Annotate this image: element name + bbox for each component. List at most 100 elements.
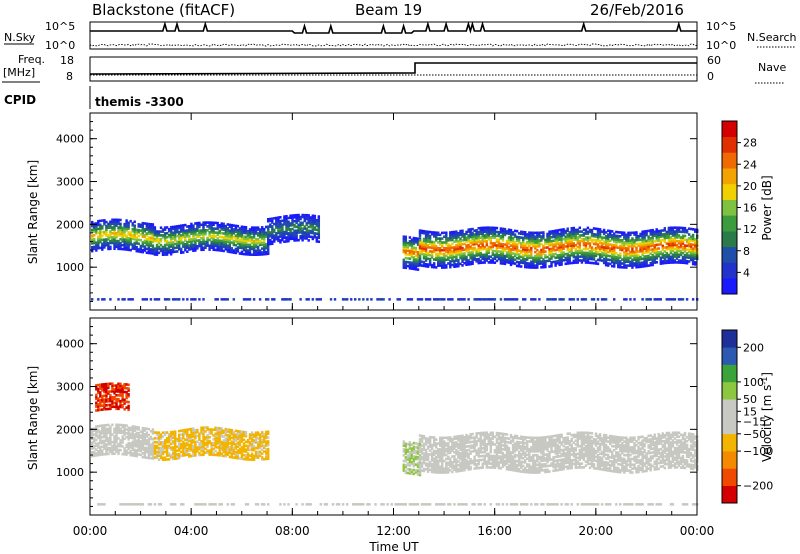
data-cell xyxy=(402,442,406,445)
data-cell xyxy=(669,230,673,233)
data-cell xyxy=(159,234,163,237)
data-cell xyxy=(265,250,268,254)
data-cell xyxy=(180,226,183,229)
data-cell xyxy=(119,228,122,231)
data-cell xyxy=(137,437,140,441)
data-cell xyxy=(258,235,262,239)
data-cell xyxy=(435,231,438,234)
data-cell xyxy=(125,236,128,240)
data-cell xyxy=(261,241,264,245)
data-cell xyxy=(133,450,136,454)
data-cell xyxy=(544,263,547,267)
data-cell xyxy=(127,383,130,387)
data-cell xyxy=(449,254,452,257)
data-cell xyxy=(283,221,286,224)
data-cell xyxy=(418,258,422,261)
data-cell xyxy=(475,236,478,240)
data-cell xyxy=(509,250,513,253)
data-cell xyxy=(163,245,167,249)
data-cell xyxy=(224,427,228,431)
data-cell xyxy=(463,238,466,242)
data-cell xyxy=(190,238,193,241)
data-cell xyxy=(578,251,582,255)
data-cell xyxy=(426,447,430,450)
data-cell xyxy=(119,394,122,397)
data-cell xyxy=(305,233,308,236)
data-cell xyxy=(91,247,94,251)
data-cell xyxy=(202,449,205,453)
data-cell xyxy=(643,230,646,233)
data-cell xyxy=(236,234,240,238)
data-cell xyxy=(137,449,140,452)
data-cell xyxy=(694,238,697,241)
data-cell xyxy=(311,222,315,225)
freq-trace xyxy=(89,62,697,75)
data-cell xyxy=(483,257,486,260)
data-cell xyxy=(645,245,648,248)
data-cell xyxy=(528,241,531,244)
data-cell xyxy=(111,405,114,409)
data-cell xyxy=(584,228,588,231)
data-cell xyxy=(570,246,573,249)
data-cell xyxy=(117,234,120,237)
data-cell xyxy=(578,241,582,245)
data-cell xyxy=(277,224,280,227)
data-cell xyxy=(554,243,557,246)
data-cell xyxy=(669,242,673,245)
data-cell xyxy=(113,226,116,229)
data-cell xyxy=(469,235,472,239)
data-cell xyxy=(252,245,256,249)
data-cell xyxy=(572,244,576,247)
data-cell xyxy=(691,257,695,260)
data-cell xyxy=(254,249,258,253)
data-cell xyxy=(428,435,432,439)
data-cell xyxy=(572,236,576,239)
data-cell xyxy=(568,235,571,238)
data-cell xyxy=(572,261,576,265)
data-cell xyxy=(426,244,430,247)
data-cell xyxy=(111,403,114,407)
data-cell xyxy=(242,446,246,449)
data-cell xyxy=(667,245,671,249)
data-cell xyxy=(224,248,228,251)
data-cell xyxy=(449,233,452,236)
data-cell xyxy=(428,257,432,261)
data-cell xyxy=(226,240,230,244)
data-cell xyxy=(657,235,660,239)
data-cell xyxy=(414,442,418,445)
data-cell xyxy=(481,228,484,232)
data-cell xyxy=(461,242,464,246)
data-cell xyxy=(560,243,563,247)
data-cell xyxy=(145,247,149,251)
data-cell xyxy=(578,249,582,253)
data-cell xyxy=(115,243,118,247)
data-cell xyxy=(408,441,412,444)
data-cell xyxy=(151,240,155,244)
data-cell xyxy=(265,231,268,235)
data-cell xyxy=(651,255,654,259)
data-cell xyxy=(420,243,424,246)
data-cell xyxy=(694,253,697,256)
data-cell xyxy=(507,247,511,251)
data-cell xyxy=(598,255,602,258)
data-cell xyxy=(422,243,426,246)
data-cell xyxy=(244,448,248,451)
data-cell xyxy=(665,230,669,234)
data-cell xyxy=(204,447,207,451)
data-cell xyxy=(602,298,606,301)
data-cell xyxy=(240,244,244,248)
data-cell xyxy=(582,243,586,247)
data-cell xyxy=(171,449,175,453)
data-cell xyxy=(473,246,476,250)
data-cell xyxy=(503,229,507,233)
data-cell xyxy=(254,441,258,444)
data-cell xyxy=(408,452,412,456)
data-cell xyxy=(433,258,436,261)
data-cell xyxy=(623,235,626,238)
data-cell xyxy=(103,402,106,405)
data-cell xyxy=(675,243,679,247)
data-cell xyxy=(609,233,612,237)
data-cell xyxy=(127,436,130,439)
data-cell xyxy=(228,244,232,248)
data-cell xyxy=(586,240,590,243)
